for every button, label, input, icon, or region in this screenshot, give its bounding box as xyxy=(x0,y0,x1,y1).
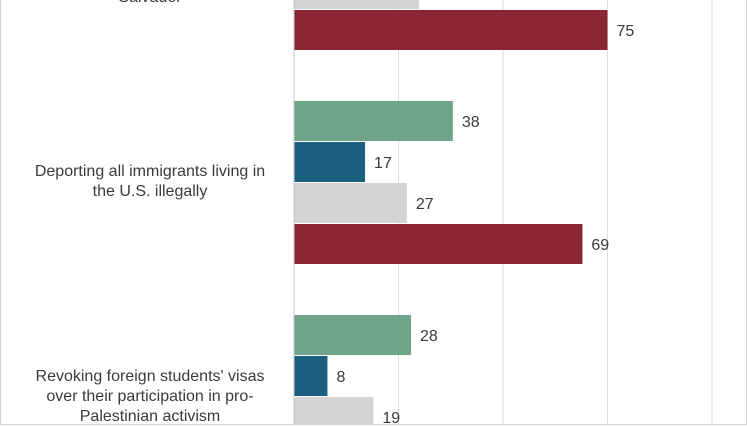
bar-value-label: 19 xyxy=(382,410,400,425)
bar xyxy=(294,224,583,264)
bar-value-label: 28 xyxy=(420,328,438,345)
category-label-deporting: Deporting all immigrants living in the U… xyxy=(34,163,266,200)
bar-value-label: 8 xyxy=(336,369,345,386)
bar xyxy=(294,397,374,424)
category-label-salvador: Salvador xyxy=(11,0,289,8)
bar xyxy=(294,183,407,223)
bar xyxy=(294,356,328,396)
category-label-revoking-visas: Revoking foreign students' visas over th… xyxy=(35,368,265,425)
bar-value-label: 69 xyxy=(591,237,609,254)
bar-value-label: 38 xyxy=(462,114,480,131)
bar-value-label: 17 xyxy=(374,155,392,172)
bar-value-label: 27 xyxy=(416,196,434,213)
bar xyxy=(294,142,366,182)
bar-value-label: 75 xyxy=(617,23,635,40)
bar xyxy=(294,10,608,50)
bar xyxy=(294,315,412,355)
bar-partial xyxy=(294,0,419,9)
bar xyxy=(294,101,453,141)
